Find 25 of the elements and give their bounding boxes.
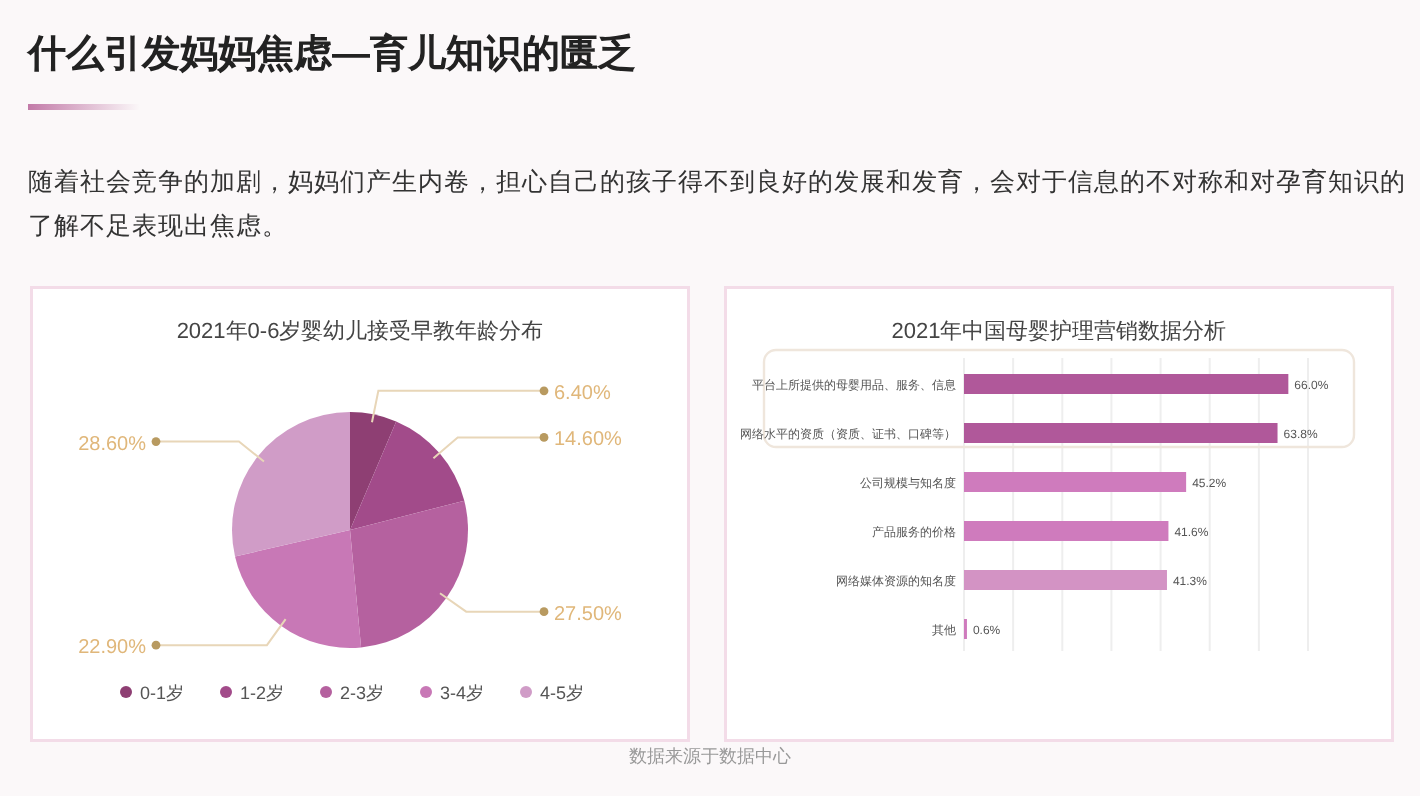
legend-label: 1-2岁 — [240, 683, 285, 703]
bar — [964, 374, 1289, 394]
legend-label: 0-1岁 — [140, 683, 185, 703]
pie-slice — [232, 412, 350, 557]
data-label: 6.40% — [554, 382, 611, 405]
legend-label: 2-3岁 — [340, 683, 385, 703]
chart-title: 2021年0-6岁婴幼儿接受早教年龄分布 — [176, 318, 544, 344]
legend-label: 3-4岁 — [440, 683, 485, 703]
pie-slice — [235, 530, 362, 648]
legend-label: 4-5岁 — [540, 683, 585, 703]
pie-slice — [350, 500, 468, 648]
data-label: 14.60% — [554, 429, 623, 452]
chart-title: 2021年中国母婴护理营销数据分析 — [891, 318, 1227, 344]
bar — [964, 423, 1278, 443]
bar — [964, 472, 1187, 492]
bar — [964, 521, 1169, 541]
text: 随着社会竞争的加剧，妈妈们产生内卷，担心自己的孩子得不到良好的发展和发育，会对于信息的不对称和对孕育知识的了解不足表现出焦虑。 — [28, 166, 1408, 244]
data-label: 27.50% — [554, 603, 623, 626]
pie-slice — [350, 412, 397, 530]
data-label: 22.90% — [78, 637, 147, 660]
pie-slice — [350, 421, 465, 530]
bar — [964, 570, 1167, 590]
text: 什么引发妈妈焦虑—育儿知识的匮乏 — [28, 30, 636, 80]
data-label: 28.60% — [78, 433, 147, 456]
text: 数据来源于数据中心 — [627, 744, 793, 770]
